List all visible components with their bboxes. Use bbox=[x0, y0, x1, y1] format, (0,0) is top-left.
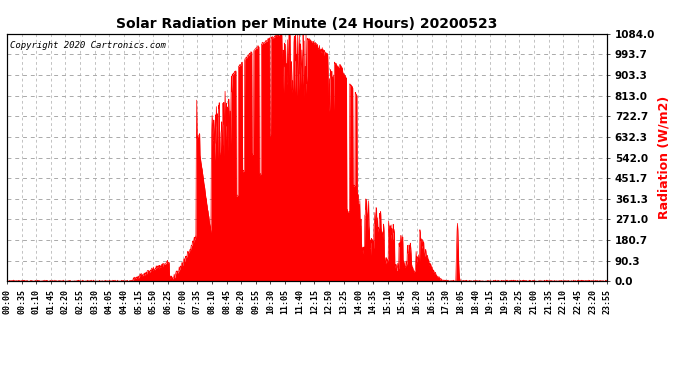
Text: Copyright 2020 Cartronics.com: Copyright 2020 Cartronics.com bbox=[10, 41, 166, 50]
Y-axis label: Radiation (W/m2): Radiation (W/m2) bbox=[658, 96, 671, 219]
Title: Solar Radiation per Minute (24 Hours) 20200523: Solar Radiation per Minute (24 Hours) 20… bbox=[117, 17, 497, 31]
